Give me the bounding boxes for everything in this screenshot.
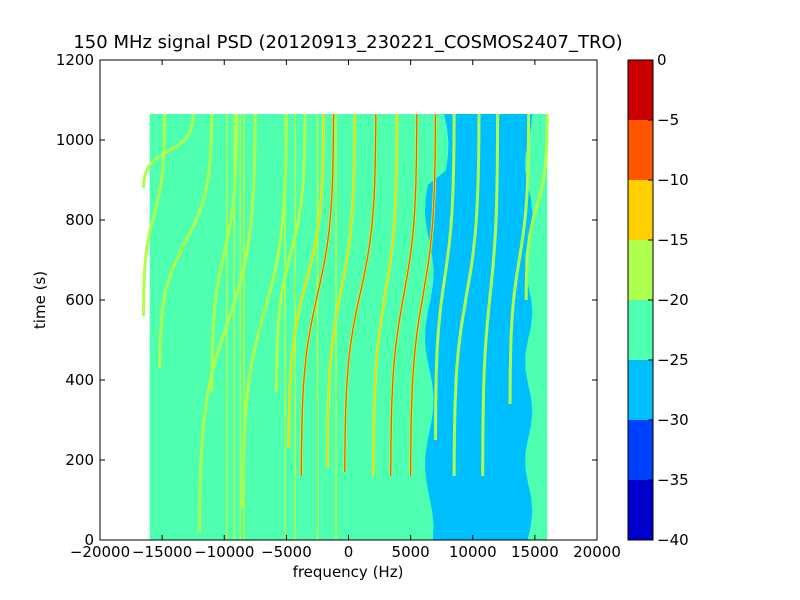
doppler-trace — [509, 113, 530, 405]
colorbar-tick-label: 0 — [657, 51, 667, 69]
colorbar: −40 −35 −30 −25 −20 −15 −10 −5 0 — [627, 51, 689, 549]
y-tick-label: 0 — [84, 531, 94, 549]
y-tick-label: 1000 — [56, 131, 94, 149]
x-axis: −20000 −15000 −10000 −5000 0 5000 10000 15000 20… — [70, 60, 621, 561]
doppler-trace — [390, 114, 418, 477]
y-tick-label: 400 — [65, 371, 94, 389]
doppler-trace — [344, 114, 377, 472]
colorbar-segment — [628, 180, 653, 240]
colorbar-segment — [628, 420, 653, 480]
doppler-trace — [288, 114, 325, 448]
doppler-trace — [198, 113, 256, 533]
doppler-trace — [372, 113, 398, 476]
y-tick-label: 800 — [65, 211, 94, 229]
x-tick-label: −10000 — [194, 543, 254, 561]
x-tick-label: −20000 — [70, 543, 130, 561]
y-tick-label: 200 — [65, 451, 94, 469]
x-tick-label: 0 — [344, 543, 354, 561]
colorbar-segment — [628, 120, 653, 180]
colorbar-tick-label: −5 — [657, 111, 679, 129]
heatmap-layer — [142, 113, 549, 540]
doppler-trace — [409, 113, 437, 477]
doppler-trace — [453, 113, 480, 477]
colorbar-tick-label: −10 — [657, 171, 689, 189]
doppler-trace — [275, 114, 306, 393]
colorbar-tick-label: −20 — [657, 291, 689, 309]
doppler-trace — [242, 113, 288, 509]
colorbar-segment — [628, 480, 653, 540]
doppler-trace — [326, 114, 356, 468]
doppler-trace — [525, 114, 548, 300]
doppler-trace — [300, 113, 335, 476]
colorbar-tick-label: −15 — [657, 231, 689, 249]
colorbar-tick-label: −35 — [657, 471, 689, 489]
x-tick-label: −5000 — [261, 543, 312, 561]
colorbar-tick-label: −30 — [657, 411, 689, 429]
colorbar-segment — [628, 300, 653, 360]
colorbar-segment — [628, 360, 653, 420]
doppler-trace — [142, 114, 166, 316]
colorbar-tick-label: −25 — [657, 351, 689, 369]
doppler-trace — [482, 114, 499, 476]
doppler-trace — [211, 113, 238, 393]
x-tick-label: 5000 — [392, 543, 430, 561]
colorbar-segment — [628, 60, 653, 120]
y-tick-label: 1200 — [56, 51, 94, 69]
x-tick-label: −15000 — [132, 543, 192, 561]
doppler-trace — [158, 113, 213, 369]
y-axis: 0 200 400 600 800 1000 1200 — [56, 51, 597, 549]
doppler-trace — [434, 114, 455, 440]
x-tick-label: 20000 — [573, 543, 621, 561]
colorbar-segment — [628, 240, 653, 300]
x-tick-label: 15000 — [511, 543, 559, 561]
x-axis-label: frequency (Hz) — [293, 563, 404, 581]
x-tick-label: 10000 — [449, 543, 497, 561]
colorbar-tick-label: −40 — [657, 531, 689, 549]
y-tick-label: 600 — [65, 291, 94, 309]
y-axis-label: time (s) — [31, 271, 49, 329]
chart-title: 150 MHz signal PSD (20120913_230221_COSM… — [73, 32, 622, 53]
doppler-trace — [142, 113, 194, 189]
